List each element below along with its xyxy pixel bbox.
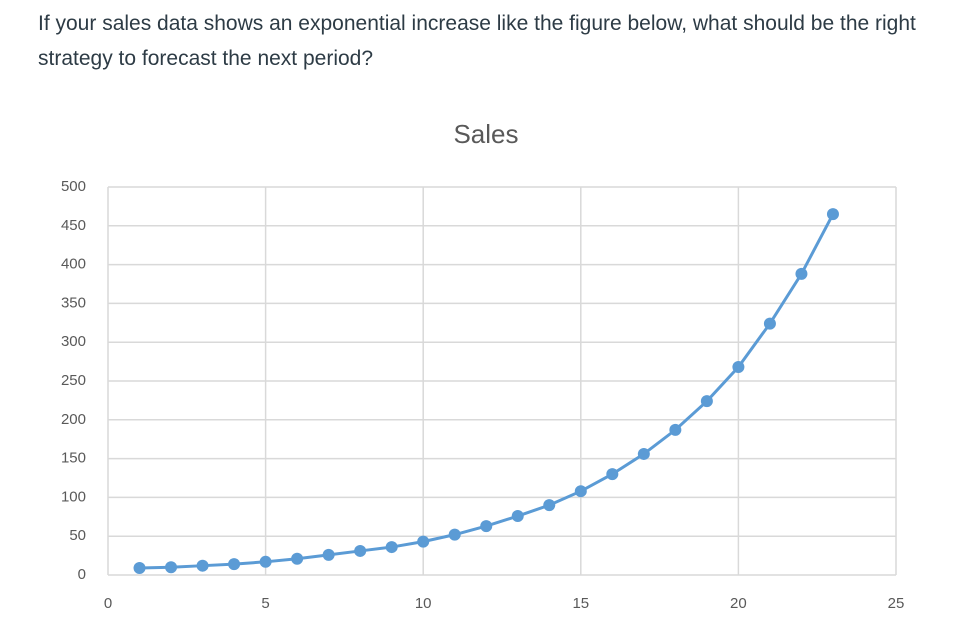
x-tick-label: 25 (888, 595, 905, 612)
data-point (669, 423, 682, 436)
y-tick-label: 300 (61, 333, 86, 350)
x-tick-label: 15 (572, 595, 589, 612)
data-point (385, 541, 398, 554)
data-point (511, 510, 524, 523)
y-tick-label: 150 (61, 450, 86, 467)
x-tick-label: 10 (415, 595, 432, 612)
y-tick-label: 250 (61, 372, 86, 389)
y-tick-label: 200 (61, 411, 86, 428)
x-tick-label: 20 (730, 595, 747, 612)
data-point (259, 555, 272, 568)
data-point (133, 562, 146, 575)
data-point (322, 548, 335, 561)
data-point (165, 561, 178, 574)
y-tick-label: 0 (78, 566, 86, 583)
data-point (795, 267, 808, 280)
data-point (637, 447, 650, 460)
data-point (826, 208, 839, 221)
data-point (732, 361, 745, 374)
y-tick-label: 100 (61, 488, 86, 505)
data-point (543, 499, 556, 512)
x-tick-label: 5 (261, 595, 269, 612)
data-point (228, 558, 241, 571)
data-point (574, 485, 587, 498)
data-point (196, 559, 209, 572)
y-tick-label: 350 (61, 294, 86, 311)
data-point (291, 552, 304, 565)
question-text: If your sales data shows an exponential … (38, 12, 916, 70)
series-line (139, 213, 835, 570)
y-tick-label: 50 (69, 527, 86, 544)
data-point (354, 544, 367, 557)
y-tick-label: 500 (61, 178, 86, 195)
y-tick-label: 400 (61, 256, 86, 273)
x-tick-label: 0 (104, 595, 112, 612)
y-tick-label: 450 (61, 217, 86, 234)
chart-title: Sales (453, 119, 518, 149)
data-point (763, 317, 776, 330)
data-point (606, 468, 619, 481)
data-point (417, 535, 430, 548)
data-point (480, 520, 493, 533)
data-point (700, 395, 713, 408)
data-point (448, 528, 461, 541)
